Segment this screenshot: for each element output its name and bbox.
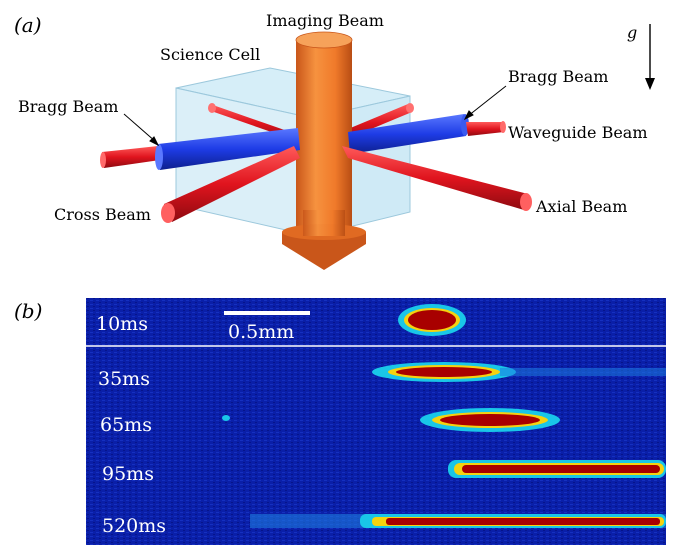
waveguide-beam-label: Waveguide Beam [508, 123, 648, 142]
imaging-beam-label: Imaging Beam [266, 11, 384, 30]
bragg-beam-right-label: Bragg Beam [508, 67, 608, 86]
time-label-row-1: 10ms [96, 313, 148, 335]
left-bragg-blue-beam [155, 128, 300, 170]
time-label-row-2: 35ms [98, 368, 150, 390]
axial-red-beam [342, 146, 532, 211]
gravity-label: g [627, 23, 637, 42]
atom-cloud-row-4 [448, 460, 666, 478]
atom-cloud-row-5 [250, 514, 666, 528]
scale-bar [224, 311, 310, 315]
cross-beam-label: Cross Beam [54, 205, 151, 224]
science-cell-label: Science Cell [160, 45, 260, 64]
imaging-beam [282, 31, 366, 270]
time-label-row-5: 520ms [102, 515, 166, 537]
right-waveguide-red-beam [466, 121, 506, 136]
atom-cloud-row-1 [398, 304, 466, 336]
bragg-left-arrow [123, 113, 160, 147]
absorption-image-panel [86, 298, 666, 545]
scale-bar-label: 0.5mm [228, 321, 294, 343]
bragg-right-arrow [463, 85, 507, 121]
left-waveguide-red-beam [100, 146, 160, 168]
panel-a-label: (a) [14, 13, 42, 37]
time-label-row-3: 65ms [100, 414, 152, 436]
panel-b-label: (b) [14, 299, 42, 323]
cross-red-beam [161, 146, 300, 223]
atom-cloud-row-2 [372, 362, 666, 382]
bragg-beam-left-label: Bragg Beam [18, 97, 118, 116]
right-bragg-blue-beam [348, 114, 469, 154]
gravity-arrow [645, 24, 655, 90]
axial-beam-label: Axial Beam [535, 197, 627, 216]
time-label-row-4: 95ms [102, 463, 154, 485]
atom-cloud-row-3 [222, 408, 560, 432]
